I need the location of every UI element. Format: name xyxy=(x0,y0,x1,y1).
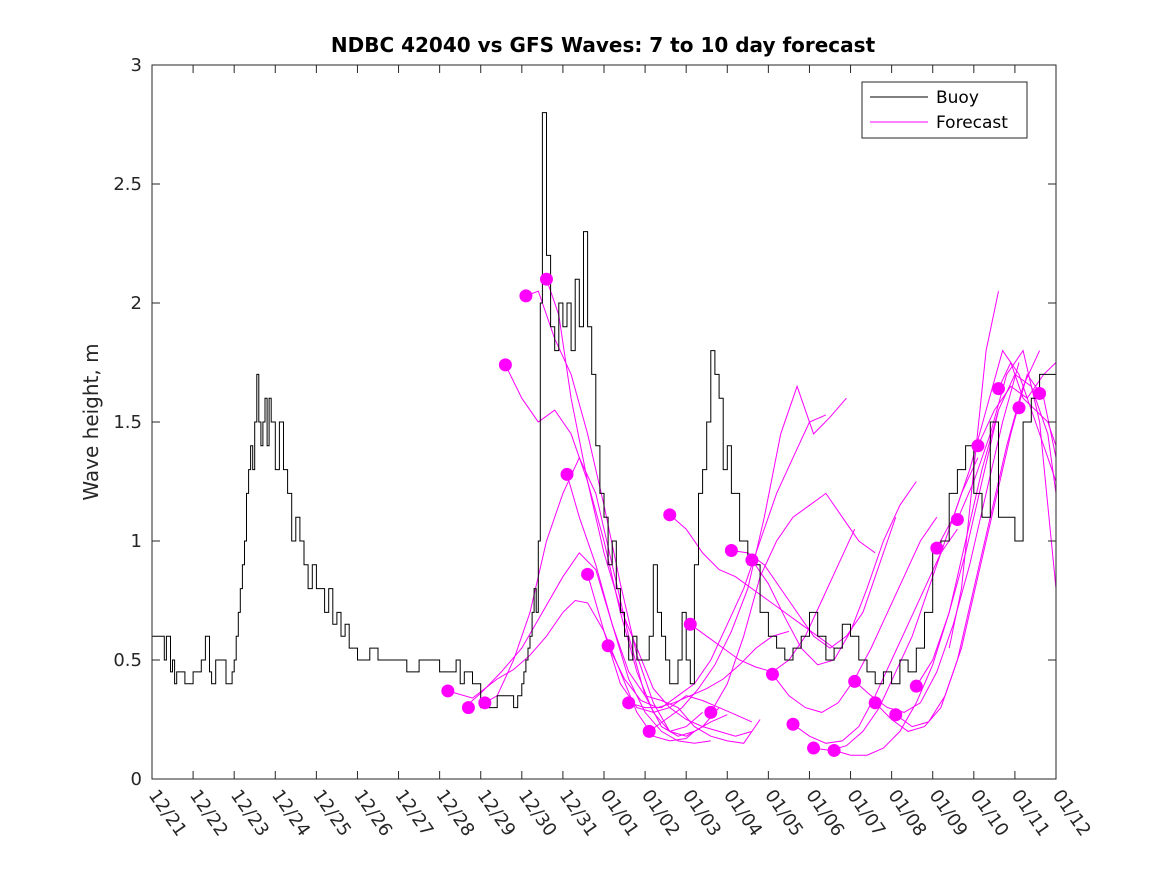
forecast-line xyxy=(731,517,897,649)
forecast-marker xyxy=(991,382,1005,396)
buoy-series xyxy=(152,112,1056,709)
forecast-line xyxy=(447,599,695,742)
legend-forecast-label: Forecast xyxy=(936,113,1008,133)
forecast-marker xyxy=(909,679,923,693)
y-tick-label: 0.5 xyxy=(113,650,142,671)
forecast-marker xyxy=(971,439,985,453)
forecast-line xyxy=(936,349,1056,549)
forecast-marker xyxy=(622,696,636,710)
forecast-line xyxy=(648,384,847,732)
y-tick-label: 0 xyxy=(131,769,142,790)
forecast-marker xyxy=(827,743,841,757)
forecast-marker xyxy=(930,541,944,555)
legend-box xyxy=(861,81,1028,139)
forecast-marker xyxy=(560,467,574,481)
forecast-marker xyxy=(1012,401,1026,415)
forecast-line xyxy=(977,362,1056,447)
forecast-marker xyxy=(498,358,512,372)
chart-title: NDBC 42040 vs GFS Waves: 7 to 10 day for… xyxy=(331,33,876,57)
forecast-line xyxy=(566,474,761,744)
forecast-line xyxy=(628,414,827,709)
y-tick-label: 1 xyxy=(131,531,142,552)
plot-area xyxy=(152,112,1056,757)
forecast-marker xyxy=(1033,386,1047,400)
y-tick-label: 1.5 xyxy=(113,412,142,433)
forecast-marker xyxy=(889,708,903,722)
forecast-marker xyxy=(539,272,553,286)
forecast-marker xyxy=(663,508,677,522)
forecast-marker xyxy=(441,684,455,698)
forecast-line xyxy=(546,279,753,737)
legend-buoy-label: Buoy xyxy=(936,88,979,108)
forecast-marker xyxy=(683,617,697,631)
forecast-marker xyxy=(581,567,595,581)
forecast-line xyxy=(587,574,753,723)
forecast-line xyxy=(854,362,1020,713)
forecast-line xyxy=(895,373,1056,728)
forecast-line xyxy=(463,552,711,744)
forecast-lines xyxy=(447,279,1056,756)
buoy-line xyxy=(152,112,1056,709)
forecast-marker xyxy=(786,717,800,731)
forecast-line xyxy=(792,528,958,744)
forecast-line xyxy=(484,456,728,737)
forecast-marker xyxy=(704,705,718,719)
forecast-marker xyxy=(724,544,738,558)
forecast-line xyxy=(998,361,1056,446)
forecast-marker xyxy=(642,724,656,738)
forecast-line xyxy=(669,514,835,649)
forecast-line xyxy=(607,630,790,709)
forecast-marker xyxy=(461,701,475,715)
forecast-marker xyxy=(478,696,492,710)
y-tick-label: 2.5 xyxy=(113,174,142,195)
forecast-marker xyxy=(745,553,759,567)
y-axis-label: Wave height, m xyxy=(79,343,103,500)
forecast-line xyxy=(833,409,999,756)
forecast-marker xyxy=(848,674,862,688)
y-tick-label: 3 xyxy=(131,55,142,76)
forecast-markers xyxy=(441,272,1047,757)
forecast-marker xyxy=(868,696,882,710)
forecast-line xyxy=(813,457,979,751)
forecast-marker xyxy=(950,513,964,527)
forecast-marker xyxy=(519,289,533,303)
forecast-marker xyxy=(807,741,821,755)
forecast-marker xyxy=(601,639,615,653)
legend: Buoy Forecast xyxy=(861,81,1028,139)
forecast-marker xyxy=(765,667,779,681)
y-tick-label: 2 xyxy=(131,293,142,314)
forecast-line xyxy=(710,492,876,713)
y-axis: 0 0.5 1 1.5 2 2.5 3 xyxy=(113,55,1056,790)
